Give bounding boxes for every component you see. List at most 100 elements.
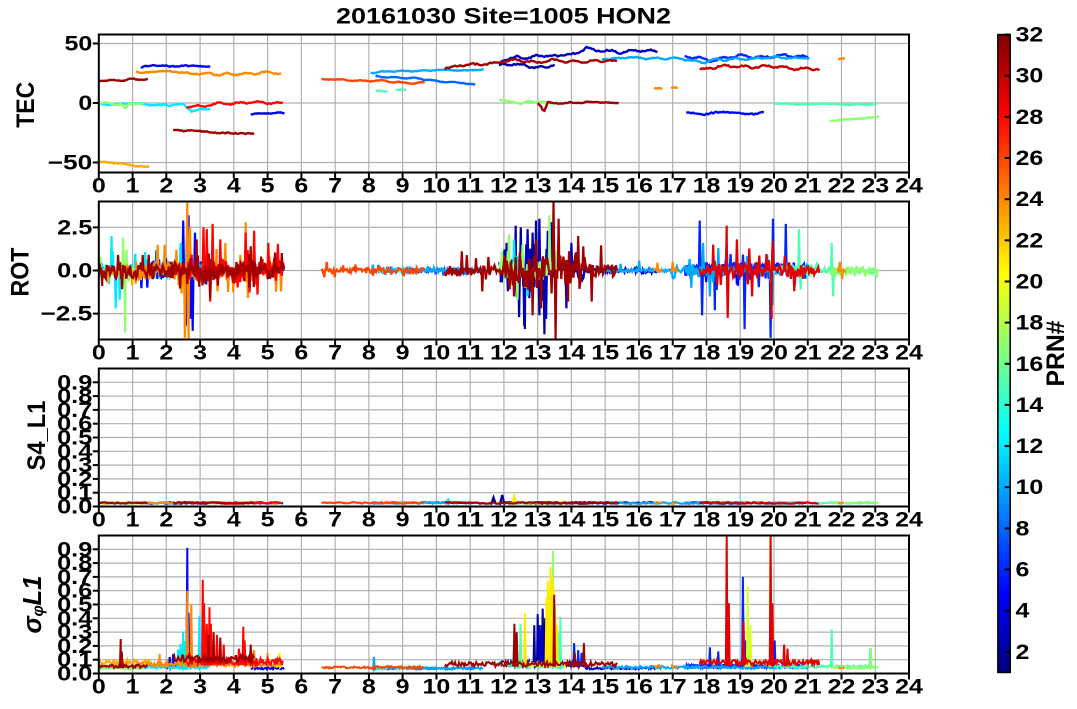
svg-text:0: 0 [92,676,106,699]
svg-text:0: 0 [92,509,106,532]
svg-text:−50: −50 [48,152,93,175]
svg-text:2: 2 [1016,641,1030,664]
svg-text:21: 21 [794,509,822,532]
svg-text:3: 3 [193,175,207,198]
svg-text:9: 9 [396,342,410,365]
svg-text:14: 14 [558,175,586,198]
svg-text:3: 3 [193,342,207,365]
svg-text:2.5: 2.5 [57,216,93,239]
svg-text:0.3: 0.3 [57,621,92,644]
svg-text:16: 16 [625,175,653,198]
svg-text:9: 9 [396,509,410,532]
svg-text:11: 11 [456,175,484,198]
svg-text:12: 12 [490,342,518,365]
svg-text:4: 4 [227,676,241,699]
svg-text:8: 8 [362,509,376,532]
svg-text:14: 14 [558,676,586,699]
svg-text:22: 22 [828,342,856,365]
svg-text:14: 14 [1016,394,1044,417]
svg-text:20: 20 [760,676,788,699]
svg-text:24: 24 [895,509,923,532]
svg-text:2: 2 [159,509,173,532]
svg-text:23: 23 [861,175,889,198]
svg-text:4: 4 [227,342,241,365]
svg-text:16: 16 [625,676,653,699]
svg-text:17: 17 [659,509,687,532]
svg-text:0.6: 0.6 [57,580,92,603]
svg-text:0.9: 0.9 [57,371,92,394]
svg-text:14: 14 [558,342,586,365]
svg-text:0: 0 [78,92,92,115]
svg-text:22: 22 [1016,229,1044,252]
svg-text:21: 21 [794,676,822,699]
svg-text:20: 20 [1016,271,1044,294]
svg-text:8: 8 [1016,517,1030,540]
svg-text:3: 3 [193,509,207,532]
svg-text:50: 50 [65,33,93,56]
svg-text:11: 11 [456,509,484,532]
svg-text:TEC: TEC [12,82,40,128]
svg-text:20161030 Site=1005 HON2: 20161030 Site=1005 HON2 [336,4,671,29]
svg-text:18: 18 [693,342,721,365]
svg-text:15: 15 [591,676,619,699]
svg-text:13: 13 [524,509,552,532]
svg-text:0.2: 0.2 [57,635,92,658]
svg-text:20: 20 [760,509,788,532]
svg-text:15: 15 [591,509,619,532]
svg-text:1: 1 [126,175,140,198]
svg-text:8: 8 [362,175,376,198]
svg-text:0.5: 0.5 [57,594,93,617]
svg-text:10: 10 [423,676,451,699]
svg-text:0.0: 0.0 [57,663,92,686]
svg-text:23: 23 [861,342,889,365]
svg-text:12: 12 [1016,435,1044,458]
svg-text:6: 6 [294,676,308,699]
svg-text:0.7: 0.7 [57,566,92,589]
svg-text:10: 10 [423,175,451,198]
svg-text:24: 24 [895,175,923,198]
svg-text:22: 22 [828,509,856,532]
svg-text:10: 10 [1016,476,1044,499]
svg-text:10: 10 [423,342,451,365]
svg-text:14: 14 [558,509,586,532]
svg-text:18: 18 [1016,312,1044,335]
svg-text:0.8: 0.8 [57,385,93,408]
svg-text:6: 6 [294,509,308,532]
svg-text:15: 15 [591,342,619,365]
svg-text:16: 16 [625,342,653,365]
svg-text:11: 11 [456,676,484,699]
svg-text:20: 20 [760,342,788,365]
svg-text:16: 16 [625,509,653,532]
svg-text:4: 4 [1016,600,1030,623]
svg-text:0.0: 0.0 [57,496,92,519]
svg-text:0: 0 [92,342,106,365]
svg-text:0.1: 0.1 [57,649,93,672]
svg-text:24: 24 [895,342,923,365]
svg-text:16: 16 [1016,353,1044,376]
svg-text:6: 6 [1016,559,1030,582]
svg-text:5: 5 [261,175,275,198]
svg-text:8: 8 [362,342,376,365]
svg-text:2: 2 [159,676,173,699]
svg-text:2: 2 [159,342,173,365]
svg-text:2: 2 [159,175,173,198]
svg-text:0.9: 0.9 [57,538,92,561]
svg-text:3: 3 [193,676,207,699]
svg-text:12: 12 [490,509,518,532]
svg-text:18: 18 [693,676,721,699]
svg-text:4: 4 [227,175,241,198]
svg-text:0.7: 0.7 [57,399,92,422]
svg-text:6: 6 [294,175,308,198]
svg-text:18: 18 [693,175,721,198]
svg-text:20: 20 [760,175,788,198]
svg-text:17: 17 [659,175,687,198]
svg-text:19: 19 [726,342,754,365]
svg-text:19: 19 [726,175,754,198]
svg-text:0.3: 0.3 [57,454,92,477]
svg-text:22: 22 [828,676,856,699]
svg-text:9: 9 [396,175,410,198]
svg-text:18: 18 [693,509,721,532]
svg-text:12: 12 [490,676,518,699]
svg-text:19: 19 [726,676,754,699]
svg-text:8: 8 [362,676,376,699]
